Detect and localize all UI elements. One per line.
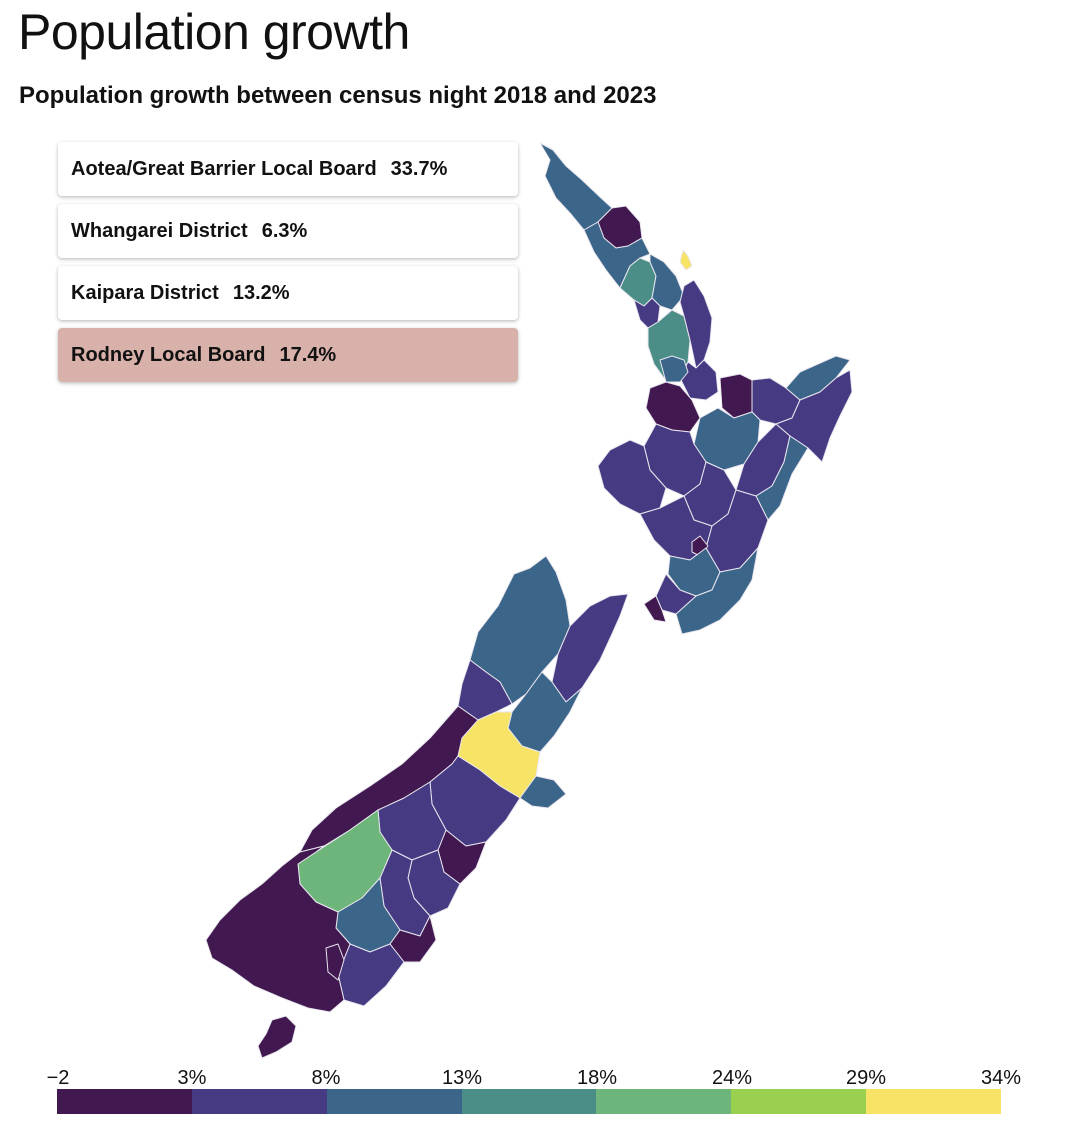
legend-swatch [191,1089,327,1114]
region-southland[interactable] [205,845,351,1013]
legend-swatch [326,1089,462,1114]
card-value: 17.4% [279,343,337,366]
region-card-whangarei[interactable]: Whangarei District 6.3% [58,204,518,258]
region-far-north[interactable] [539,142,613,231]
card-value: 13.2% [232,281,290,304]
region-card-rodney[interactable]: Rodney Local Board 17.4% [58,328,518,382]
legend-swatch [866,1089,1002,1114]
legend-swatch [731,1089,867,1114]
region-waikato-west[interactable] [645,381,701,433]
card-name: Aotea/Great Barrier Local Board [71,157,377,180]
region-dunedin[interactable] [389,915,437,963]
subtitle: Population growth between census night 2… [19,82,657,109]
legend-tick-label: −2 [46,1067,70,1089]
region-kaipara-south[interactable] [633,297,661,329]
legend-tick-label: 29% [845,1067,887,1089]
card-value: 33.7% [390,157,448,180]
region-christchurch[interactable] [519,775,567,809]
page-title: Population growth [18,4,410,60]
legend-tick-label: 3% [177,1067,207,1089]
region-marlborough[interactable] [551,593,629,703]
card-name: Whangarei District [71,219,248,242]
region-wellington[interactable] [643,595,667,623]
region-waikato-north[interactable] [679,359,719,401]
card-name: Kaipara District [71,281,219,304]
legend-swatch [461,1089,597,1114]
region-whangarei[interactable] [649,253,685,311]
legend-tick-label: 24% [711,1067,753,1089]
region-card-list: Aotea/Great Barrier Local Board 33.7% Wh… [58,142,518,390]
region-western-bop[interactable] [719,373,753,419]
card-name: Rodney Local Board [71,343,266,366]
legend-color-bar [57,1089,1002,1114]
region-napier[interactable] [755,435,809,521]
legend-tick-label: 34% [980,1067,1022,1089]
legend-tick-label: 13% [441,1067,483,1089]
region-stewart-island[interactable] [257,1015,297,1059]
legend-tick-label: 8% [311,1067,341,1089]
legend-swatch [57,1089,192,1114]
card-value: 6.3% [261,219,308,242]
region-aotea[interactable] [679,249,693,271]
region-clutha[interactable] [337,943,405,1007]
legend-swatch [596,1089,732,1114]
legend-tick-label: 18% [576,1067,618,1089]
region-card-aotea[interactable]: Aotea/Great Barrier Local Board 33.7% [58,142,518,196]
region-card-kaipara[interactable]: Kaipara District 13.2% [58,266,518,320]
region-gore[interactable] [325,943,345,981]
